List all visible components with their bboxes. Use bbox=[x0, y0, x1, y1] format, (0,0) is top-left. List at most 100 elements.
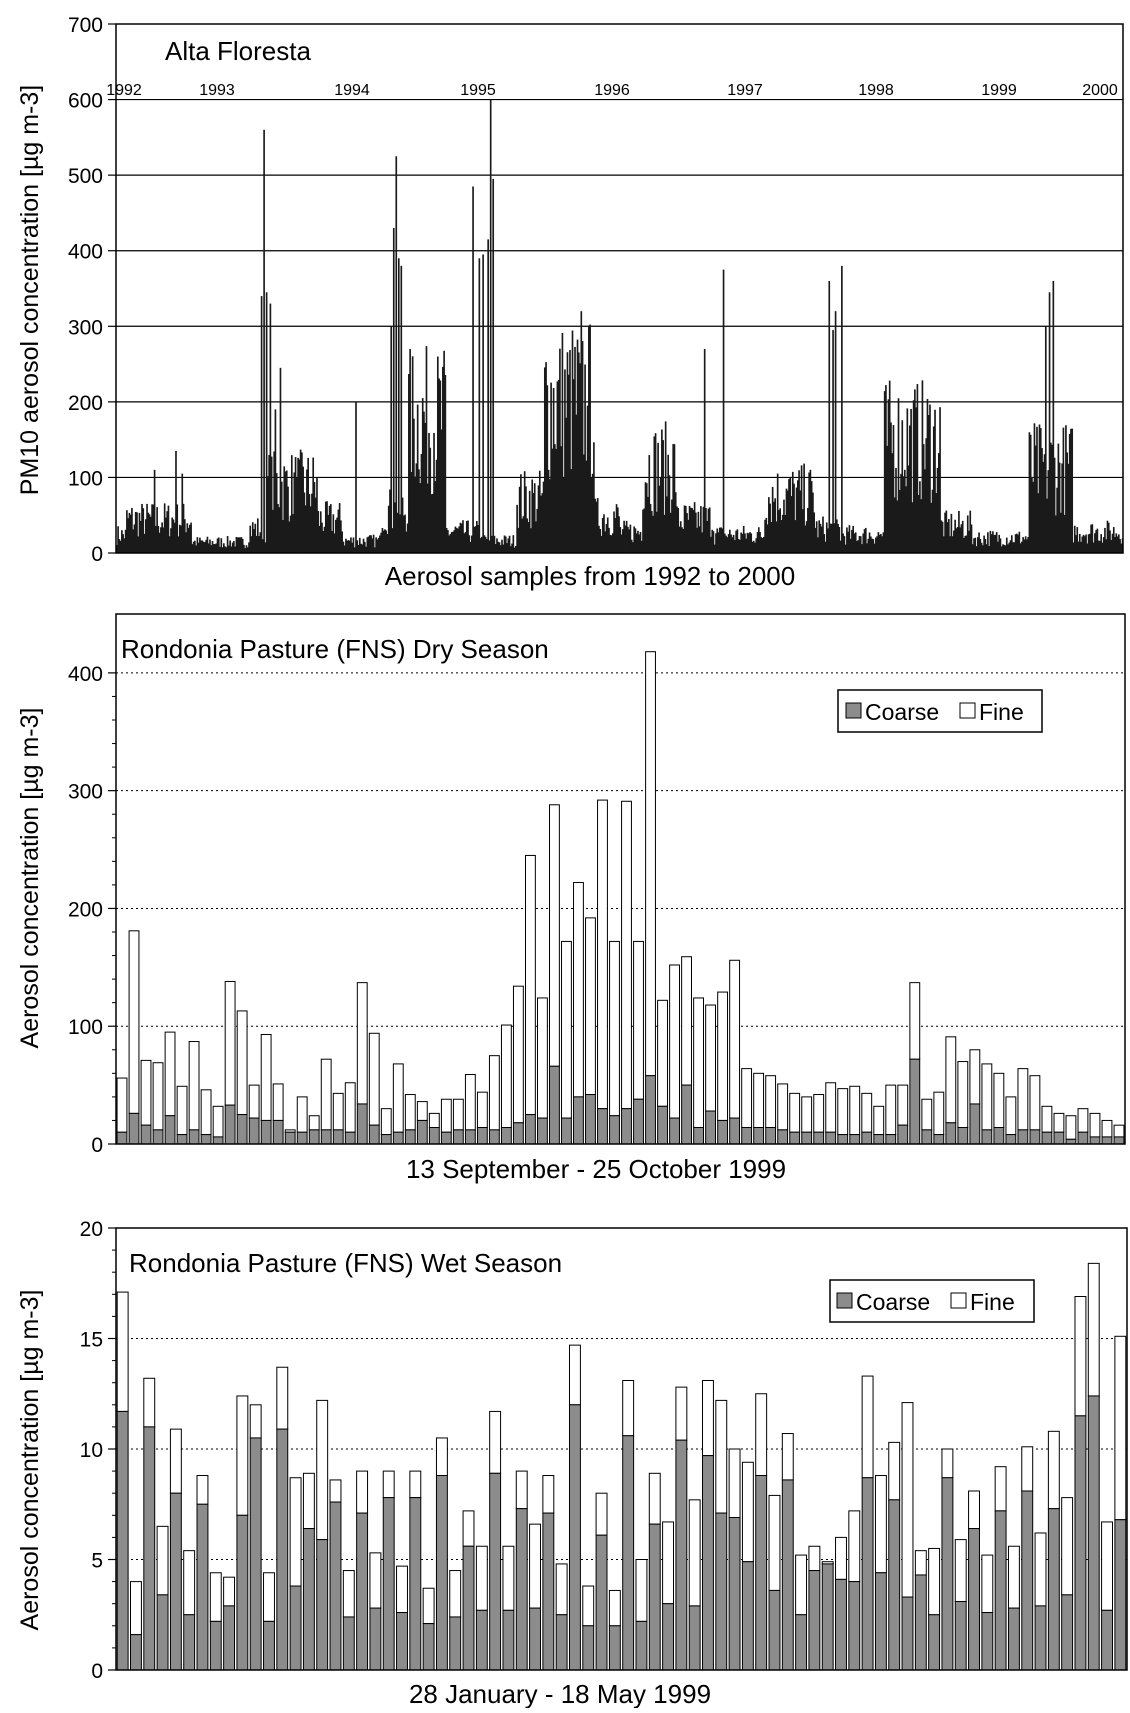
p1-bar bbox=[307, 457, 309, 553]
p1-bar bbox=[458, 526, 461, 553]
p1-bar bbox=[254, 523, 257, 553]
p1-bar bbox=[687, 519, 690, 553]
p2-fine-bar bbox=[957, 1061, 969, 1129]
p3-coarse-bar bbox=[143, 1426, 156, 1671]
p1-bar bbox=[277, 503, 279, 553]
p1-bar bbox=[734, 540, 736, 553]
p1-bar bbox=[122, 534, 124, 553]
p1-bar bbox=[756, 532, 759, 553]
p1-bar bbox=[997, 541, 999, 553]
p1-bar bbox=[1018, 531, 1021, 553]
p1-bar bbox=[1078, 533, 1081, 553]
p2-coarse-bar bbox=[488, 1129, 500, 1145]
p2-fine-bar bbox=[128, 930, 140, 1114]
p3-fine-bar bbox=[568, 1344, 581, 1406]
p1-bar bbox=[969, 510, 972, 553]
p1-bar bbox=[197, 542, 200, 553]
p1-bar bbox=[847, 531, 849, 553]
p1-bar bbox=[1072, 542, 1075, 553]
p1-bar bbox=[588, 325, 590, 553]
p1-bar bbox=[902, 476, 905, 553]
p3-coarse-bar bbox=[675, 1439, 688, 1671]
p1-bar bbox=[973, 538, 975, 553]
p1-bar bbox=[400, 265, 403, 553]
p1-bar bbox=[662, 440, 664, 553]
p1-bar bbox=[858, 535, 861, 553]
p1-bar bbox=[1089, 533, 1091, 553]
p1-bar bbox=[455, 527, 458, 553]
p1-bar bbox=[723, 533, 726, 553]
p1-bar bbox=[190, 522, 192, 553]
p1-bar bbox=[347, 540, 350, 553]
p1-bar bbox=[136, 512, 138, 553]
p1-bar bbox=[999, 538, 1002, 553]
p3-coarse-bar bbox=[183, 1614, 196, 1671]
p1-bar bbox=[1043, 454, 1046, 553]
p1-bar bbox=[309, 506, 312, 553]
p1-bar bbox=[175, 450, 177, 553]
p2-fine-bar bbox=[368, 1032, 380, 1126]
p1-bar bbox=[823, 534, 826, 553]
p1-bar bbox=[517, 527, 520, 553]
p1-bar bbox=[681, 527, 683, 553]
p1-bar bbox=[1116, 536, 1119, 553]
p1-bar bbox=[426, 483, 429, 553]
p3-fine-bar bbox=[209, 1572, 222, 1622]
p3-fine-bar bbox=[422, 1587, 435, 1625]
p2-coarse-bar bbox=[969, 1103, 981, 1145]
p1-bar bbox=[754, 542, 756, 553]
p1-bar bbox=[888, 380, 891, 553]
p1-bar bbox=[658, 485, 661, 553]
p1-bar bbox=[809, 469, 812, 553]
p3-coarse-bar bbox=[156, 1594, 169, 1671]
p1-bar bbox=[288, 521, 291, 553]
p3-coarse-bar bbox=[728, 1517, 741, 1671]
p1-bar bbox=[851, 529, 853, 553]
p3-fine-bar bbox=[861, 1375, 874, 1479]
p1-bar bbox=[932, 426, 935, 553]
p1-year-label: 1998 bbox=[858, 82, 894, 99]
p1-bar bbox=[757, 527, 760, 553]
p1-bar bbox=[829, 523, 832, 553]
p1-bar bbox=[624, 525, 627, 553]
p1-year-label: 1996 bbox=[594, 82, 630, 99]
p1-bar bbox=[462, 520, 464, 553]
p1-bar bbox=[669, 512, 672, 553]
p1-bar bbox=[887, 399, 890, 553]
p1-bar bbox=[877, 532, 880, 553]
p1-bar bbox=[825, 522, 828, 553]
p1-bar bbox=[867, 538, 870, 553]
p3-fine-bar bbox=[555, 1563, 568, 1616]
p1-bar bbox=[708, 507, 711, 553]
p1-bar bbox=[929, 404, 931, 553]
p3-coarse-bar bbox=[981, 1612, 994, 1671]
p2-coarse-bar bbox=[452, 1129, 464, 1145]
p1-bar bbox=[284, 471, 287, 553]
p1-bar bbox=[659, 477, 662, 553]
p3-fine-bar bbox=[662, 1521, 675, 1605]
p1-bar bbox=[698, 526, 701, 553]
p1-bar bbox=[387, 505, 390, 553]
p1-bar bbox=[652, 515, 654, 553]
p1-bar bbox=[1061, 463, 1063, 553]
p2-coarse-bar bbox=[993, 1127, 1005, 1145]
p2-fine-bar bbox=[969, 1049, 981, 1105]
p1-bar bbox=[705, 507, 707, 553]
p1-bar bbox=[543, 367, 546, 553]
p1-bar bbox=[827, 528, 829, 553]
p1-bar bbox=[622, 529, 624, 553]
p1-bar bbox=[217, 537, 220, 553]
p2-fine-bar bbox=[609, 940, 620, 1117]
p1-bar bbox=[253, 529, 255, 553]
p1-bar bbox=[1060, 512, 1062, 553]
p2-coarse-bar bbox=[380, 1134, 392, 1145]
p1-bar bbox=[319, 511, 322, 553]
p1-bar bbox=[390, 326, 393, 553]
p3-x-axis-label: 28 January - 18 May 1999 bbox=[409, 1679, 711, 1708]
p1-bar bbox=[415, 463, 418, 553]
p1-bar bbox=[424, 422, 427, 553]
p3-gridlines bbox=[116, 1338, 1127, 1560]
p1-bar bbox=[1056, 487, 1058, 553]
p3-fine-bar bbox=[635, 1559, 648, 1622]
p3-coarse-bar bbox=[781, 1479, 794, 1671]
